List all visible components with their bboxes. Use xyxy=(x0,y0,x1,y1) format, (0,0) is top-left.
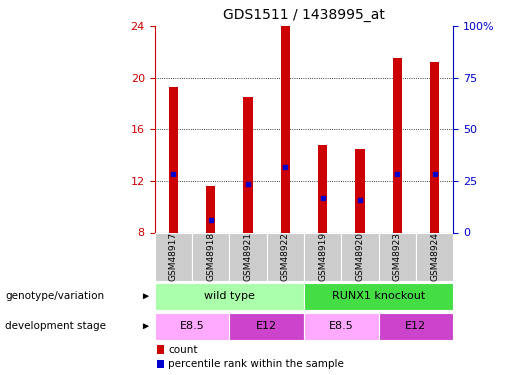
Bar xyxy=(206,186,215,232)
Bar xyxy=(379,232,416,281)
Bar xyxy=(430,62,439,232)
Text: GSM48923: GSM48923 xyxy=(393,232,402,281)
Text: development stage: development stage xyxy=(5,321,106,331)
Text: GSM48921: GSM48921 xyxy=(244,232,252,281)
Bar xyxy=(267,232,304,281)
Text: GSM48919: GSM48919 xyxy=(318,232,327,281)
Bar xyxy=(392,58,402,232)
Text: RUNX1 knockout: RUNX1 knockout xyxy=(332,291,425,301)
Bar xyxy=(379,313,453,340)
Text: GSM48920: GSM48920 xyxy=(355,232,364,281)
Text: GSM48917: GSM48917 xyxy=(169,232,178,281)
Text: E12: E12 xyxy=(405,321,426,331)
Text: E8.5: E8.5 xyxy=(179,321,204,331)
Title: GDS1511 / 1438995_at: GDS1511 / 1438995_at xyxy=(223,9,385,22)
Text: E12: E12 xyxy=(256,321,277,331)
Bar xyxy=(154,313,229,340)
Bar xyxy=(229,232,267,281)
Bar xyxy=(229,313,304,340)
Bar xyxy=(318,145,327,232)
Text: genotype/variation: genotype/variation xyxy=(5,291,104,301)
Bar xyxy=(168,87,178,232)
Bar xyxy=(304,283,453,310)
Bar xyxy=(158,360,164,368)
Text: percentile rank within the sample: percentile rank within the sample xyxy=(168,359,344,369)
Text: GSM48922: GSM48922 xyxy=(281,232,289,281)
Text: E8.5: E8.5 xyxy=(329,321,354,331)
Text: GSM48924: GSM48924 xyxy=(430,232,439,281)
Bar xyxy=(304,313,379,340)
Bar xyxy=(243,97,252,232)
Bar xyxy=(304,232,341,281)
Text: wild type: wild type xyxy=(204,291,254,301)
Bar xyxy=(192,232,229,281)
Bar xyxy=(355,149,365,232)
Bar xyxy=(154,283,304,310)
Bar xyxy=(341,232,379,281)
Bar xyxy=(158,345,164,354)
Text: GSM48918: GSM48918 xyxy=(206,232,215,281)
Bar xyxy=(416,232,453,281)
Bar xyxy=(154,232,192,281)
Bar xyxy=(281,26,290,233)
Text: count: count xyxy=(168,345,197,355)
